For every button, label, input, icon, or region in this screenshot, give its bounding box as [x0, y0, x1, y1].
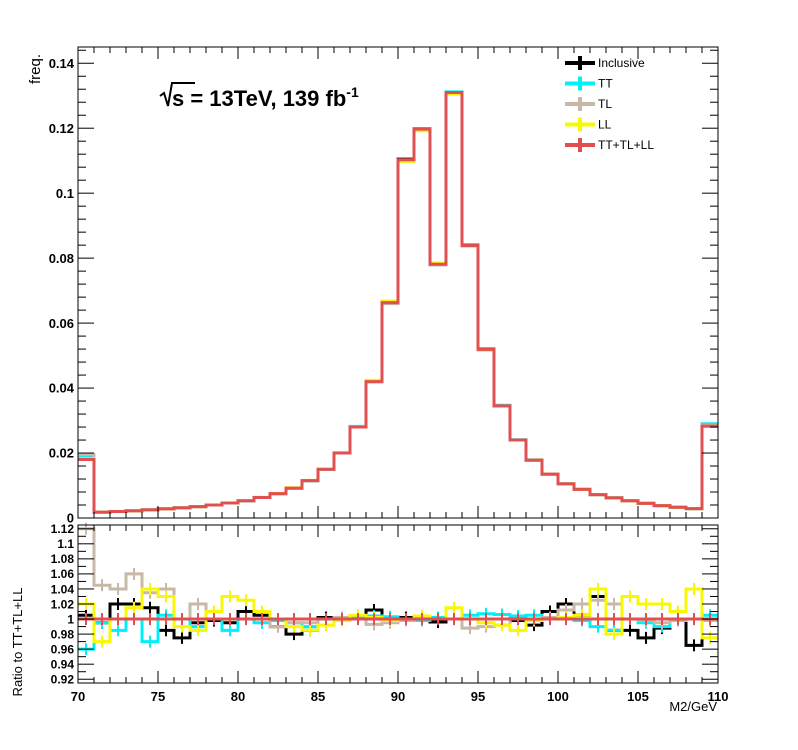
x-tick-label: 75: [151, 689, 165, 704]
y-tick-label: 0.96: [51, 642, 75, 656]
y-tick-label: 1.08: [51, 552, 75, 566]
legend-item-tt-tl-ll: TT+TL+LL: [565, 138, 654, 152]
y-tick-label: 1.02: [51, 597, 75, 611]
y-tick-label: 0.98: [51, 627, 75, 641]
sqrt-symbol: [159, 82, 195, 107]
y-tick-label: 1.04: [51, 582, 75, 596]
ratio-axis-label: Ratio to TT+TL+LL: [10, 588, 25, 697]
title-superscript: -1: [346, 84, 359, 100]
y-tick-label: 1.06: [51, 567, 75, 581]
legend-item-tt: TT: [565, 76, 613, 91]
y-tick-label: 1.12: [51, 522, 75, 536]
y-tick-label: 0.1: [56, 186, 74, 201]
y-tick-label: 1: [67, 612, 74, 626]
chart-title: s = 13TeV, 139 fb-1: [172, 84, 359, 111]
legend-item-inclusive: Inclusive: [565, 56, 645, 70]
y-tick-label: 0.06: [49, 316, 74, 331]
y-tick-label: 1.1: [57, 537, 74, 551]
y-axis-label: freq.: [27, 54, 44, 84]
legend: Inclusive TT TL LL TT+TL+LL: [565, 56, 654, 152]
series-line-ll: [78, 587, 718, 644]
legend-item-ll: LL: [565, 117, 612, 132]
x-tick-label: 85: [311, 689, 325, 704]
x-tick-label: 110: [708, 689, 729, 704]
y-tick-label: 0: [67, 511, 74, 526]
legend-label: TT: [598, 77, 613, 91]
series-tt-tl-ll: [78, 90, 718, 514]
x-axis-label: M2/GeV: [669, 699, 717, 714]
y-tick-label: 0.14: [49, 56, 75, 71]
series-tt-tl-ll: [78, 613, 718, 626]
legend-label: LL: [598, 118, 612, 132]
y-tick-label: 0.92: [51, 673, 75, 687]
y-tick-label: 0.94: [51, 658, 75, 672]
y-tick-label: 0.12: [49, 121, 74, 136]
legend-label: Inclusive: [598, 56, 645, 70]
x-tick-label: 105: [627, 689, 649, 704]
y-tick-label: 0.04: [49, 381, 75, 396]
x-tick-label: 95: [471, 689, 485, 704]
ratio-panel: 70 75 80 85 90 95 100 105 1100.920.940.960.9811.…: [51, 522, 729, 704]
x-tick-label: 90: [391, 689, 405, 704]
x-tick-label: 80: [231, 689, 245, 704]
legend-label: TT+TL+LL: [598, 138, 654, 152]
legend-label: TL: [598, 97, 612, 111]
x-tick-label: 100: [547, 689, 569, 704]
main-panel: 0 0.02 0.04 0.06 0.08 0.1 0.12 0.14: [49, 46, 719, 526]
legend-item-tl: TL: [565, 97, 612, 111]
series-line-tt-tl-ll: [78, 90, 718, 514]
title-main: s = 13TeV, 139 fb: [172, 86, 346, 111]
y-tick-label: 0.08: [49, 251, 74, 266]
x-tick-label: 70: [71, 689, 85, 704]
y-tick-label: 0.02: [49, 446, 74, 461]
